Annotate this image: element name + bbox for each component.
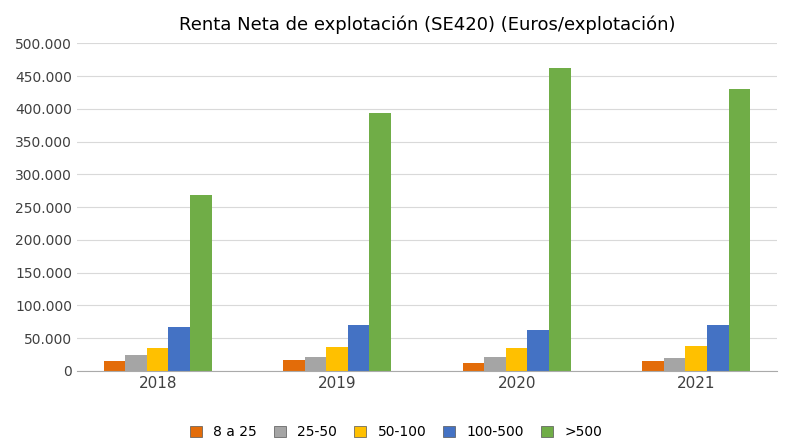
Bar (190, 195, 211, 371)
Bar (370, 113, 391, 371)
Bar (707, 325, 729, 371)
Bar (549, 68, 570, 371)
Bar (147, 348, 169, 371)
Bar (305, 357, 326, 371)
Legend: 8 a 25, 25-50, 50-100, 100-500, >500: 8 a 25, 25-50, 50-100, 100-500, >500 (190, 425, 602, 439)
Bar (348, 325, 370, 371)
Bar (685, 346, 707, 371)
Bar (104, 361, 125, 371)
Bar (485, 357, 506, 371)
Bar (463, 363, 485, 371)
Bar (642, 361, 664, 371)
Bar (169, 327, 190, 371)
Bar (326, 347, 348, 371)
Bar (125, 355, 147, 371)
Title: Renta Neta de explotación (SE420) (Euros/explotación): Renta Neta de explotación (SE420) (Euros… (179, 15, 676, 33)
Bar (284, 360, 305, 371)
Bar (506, 348, 527, 371)
Bar (729, 89, 750, 371)
Bar (527, 330, 549, 371)
Bar (664, 358, 685, 371)
